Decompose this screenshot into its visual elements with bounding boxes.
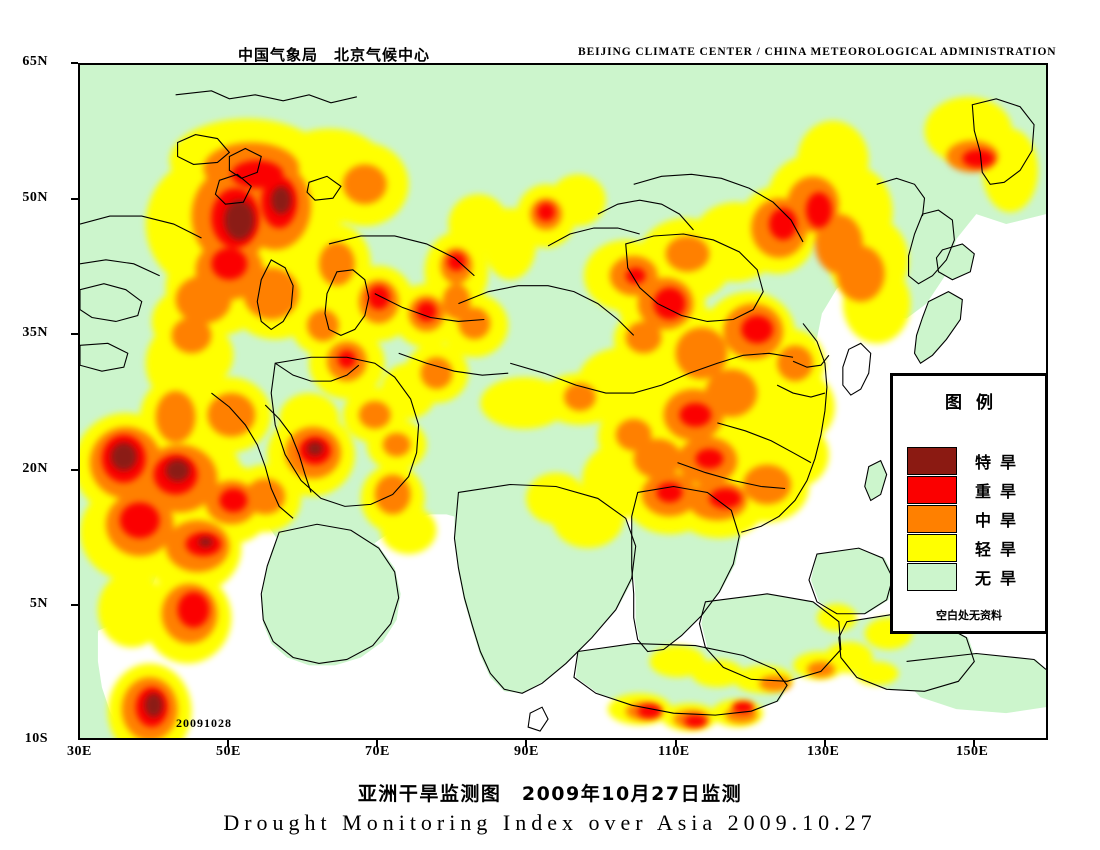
legend-swatch-moderate-drought <box>907 504 957 533</box>
drought-moderate-layer <box>89 140 999 738</box>
legend-item-no-drought: 无旱 <box>907 562 1025 591</box>
y-tick-20N <box>71 469 78 471</box>
header-organization-en: BEIJING CLIMATE CENTER / CHINA METEOROLO… <box>578 46 1057 58</box>
y-axis-label-20N: 20N <box>22 461 48 476</box>
legend-title: 图例 <box>945 393 1007 413</box>
legend-label-moderate-drought: 中旱 <box>975 510 1026 530</box>
legend-rows: 特旱 重旱 中旱 轻旱 无旱 <box>907 446 1025 591</box>
figure-title-cn: 亚洲干旱监测图 2009年10月27日监测 <box>357 783 743 805</box>
legend-panel: 图例 特旱 重旱 中旱 轻旱 无旱 空白处无资料 <box>890 373 1048 634</box>
legend-item-extreme-drought: 特旱 <box>907 446 1025 475</box>
legend-item-light-drought: 轻旱 <box>907 533 1025 562</box>
legend-swatch-no-drought <box>907 562 957 591</box>
x-axis-label-130E: 130E <box>807 744 840 759</box>
map-datestamp: 20091028 <box>176 716 232 730</box>
figure-title-en: Drought Monitoring Index over Asia 2009.… <box>223 810 877 835</box>
legend-item-moderate-drought: 中旱 <box>907 504 1025 533</box>
x-tick-110E <box>675 740 677 747</box>
y-axis-label-65N: 65N <box>22 54 48 69</box>
x-axis-label-90E: 90E <box>514 744 539 759</box>
y-axis-label-5N: 5N <box>29 596 48 611</box>
x-axis-label-70E: 70E <box>365 744 390 759</box>
legend-item-severe-drought: 重旱 <box>907 475 1025 504</box>
taiwan <box>864 460 887 501</box>
legend-swatch-light-drought <box>907 533 957 562</box>
legend-swatch-extreme-drought <box>907 446 957 475</box>
legend-label-severe-drought: 重旱 <box>975 481 1026 501</box>
x-axis-label-110E: 110E <box>658 744 690 759</box>
y-tick-5N <box>71 604 78 606</box>
japan-hokkaido <box>936 243 975 280</box>
legend-nodata-note: 空白处无资料 <box>936 609 1002 622</box>
new-guinea <box>902 653 1046 714</box>
drought-extreme-layer <box>110 186 323 718</box>
coastline-layer <box>80 90 1046 732</box>
y-axis-label-50N: 50N <box>22 190 48 205</box>
x-tick-70E <box>376 740 378 747</box>
legend-swatch-severe-drought <box>907 475 957 504</box>
y-tick-35N <box>71 333 78 335</box>
x-tick-50E <box>227 740 229 747</box>
x-tick-90E <box>525 740 527 747</box>
drought-map-canvas <box>80 65 1046 738</box>
y-tick-50N <box>71 198 78 200</box>
x-axis-label-30E: 30E <box>67 744 92 759</box>
y-axis-label-35N: 35N <box>22 325 48 340</box>
x-axis-label-150E: 150E <box>956 744 989 759</box>
legend-label-light-drought: 轻旱 <box>975 539 1026 559</box>
x-tick-130E <box>824 740 826 747</box>
x-axis-label-50E: 50E <box>216 744 241 759</box>
legend-label-no-drought: 无旱 <box>975 568 1026 588</box>
philippines <box>810 548 895 614</box>
horn-of-africa <box>261 524 401 666</box>
map-frame <box>78 63 1048 740</box>
y-axis-label-10S: 10S <box>24 731 48 746</box>
x-tick-150E <box>973 740 975 747</box>
y-tick-65N <box>71 62 78 64</box>
header-organization-cn: 中国气象局 北京气候中心 <box>238 46 431 64</box>
japan-honshu <box>914 291 963 364</box>
legend-label-extreme-drought: 特旱 <box>975 452 1026 472</box>
